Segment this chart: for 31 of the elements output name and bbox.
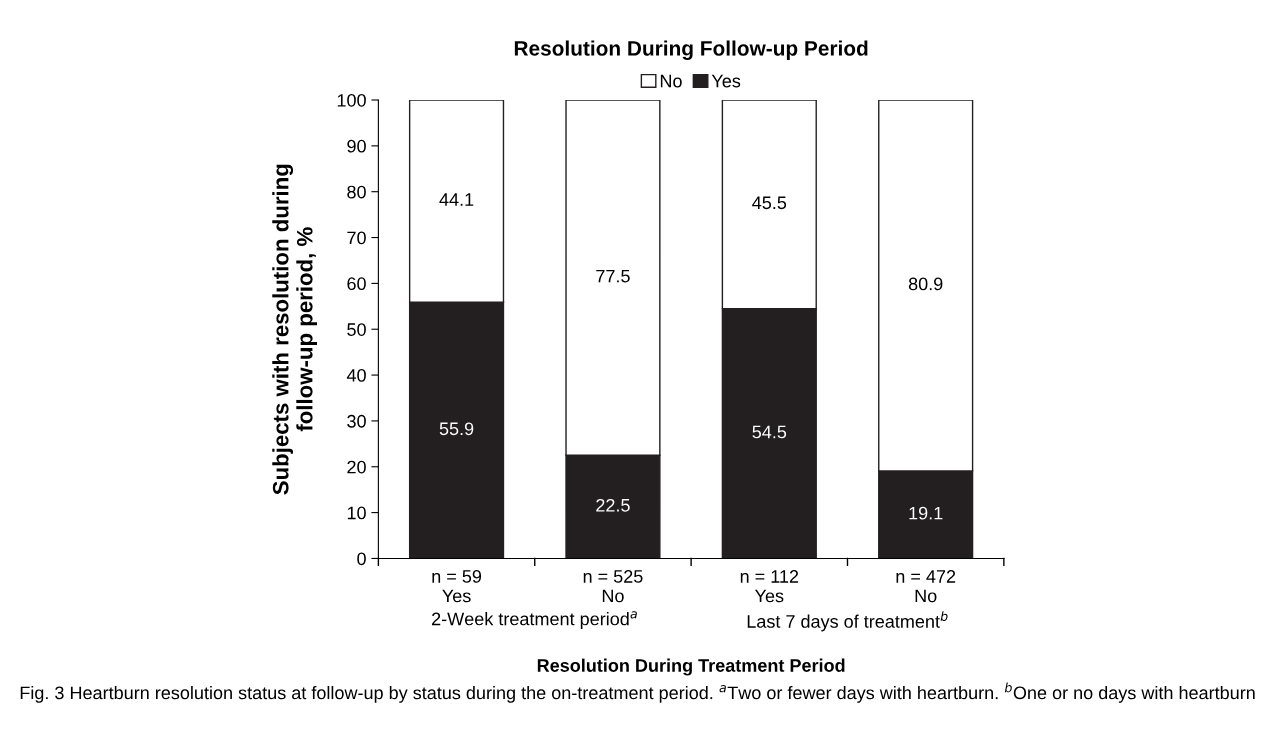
legend-label: Yes — [711, 74, 741, 88]
data-label: 80.9 — [908, 277, 943, 291]
data-label: 77.5 — [596, 269, 630, 283]
caption: Fig. 3 Heartburn resolution status at follow-up by status during the on-treatment period. $^{a}$Two or fewer days with heartburn. $^{b}$One or no days with heartburn — [20, 682, 1255, 703]
text: 2-Week treatment period$^{a}$ — [432, 611, 637, 629]
legend-label: No — [660, 74, 682, 88]
y-tick-label: 30 — [347, 414, 366, 428]
y-tick-label: 50 — [347, 323, 366, 336]
y-tick-label: 40 — [346, 369, 366, 382]
y-tick-label: 60 — [347, 277, 366, 291]
y-tick-label: 20 — [347, 460, 366, 474]
y-tick-label: 10 — [347, 506, 366, 520]
x-tick-label: n = 59 Yes — [432, 570, 482, 603]
y-tick-label: 100 — [337, 93, 366, 107]
y-tick-label: 0 — [357, 552, 366, 566]
text: Last 7 days of treatment$^{b}$ — [747, 611, 948, 632]
y-tick-label: 80 — [347, 185, 366, 199]
x-tick-label: n = 112 Yes — [740, 570, 799, 603]
data-label: 54.5 — [752, 425, 787, 439]
data-label: 44.1 — [439, 193, 474, 206]
y-axis-title: Subjects with resolution during follow-up period, % — [272, 164, 318, 495]
data-label: 55.9 — [439, 422, 474, 436]
data-label: 22.5 — [596, 498, 630, 512]
x-tick-label: n = 472 No — [896, 570, 956, 603]
data-label: 45.5 — [752, 196, 787, 210]
chart-title: Resolution During Follow-up Period — [514, 40, 868, 60]
x-tick-label: n = 525 No — [583, 570, 643, 603]
x-axis-title: Resolution During Treatment Period — [537, 658, 845, 676]
y-tick-label: 90 — [347, 139, 366, 153]
y-tick-label: 70 — [347, 231, 366, 245]
data-label: 19.1 — [909, 506, 943, 520]
